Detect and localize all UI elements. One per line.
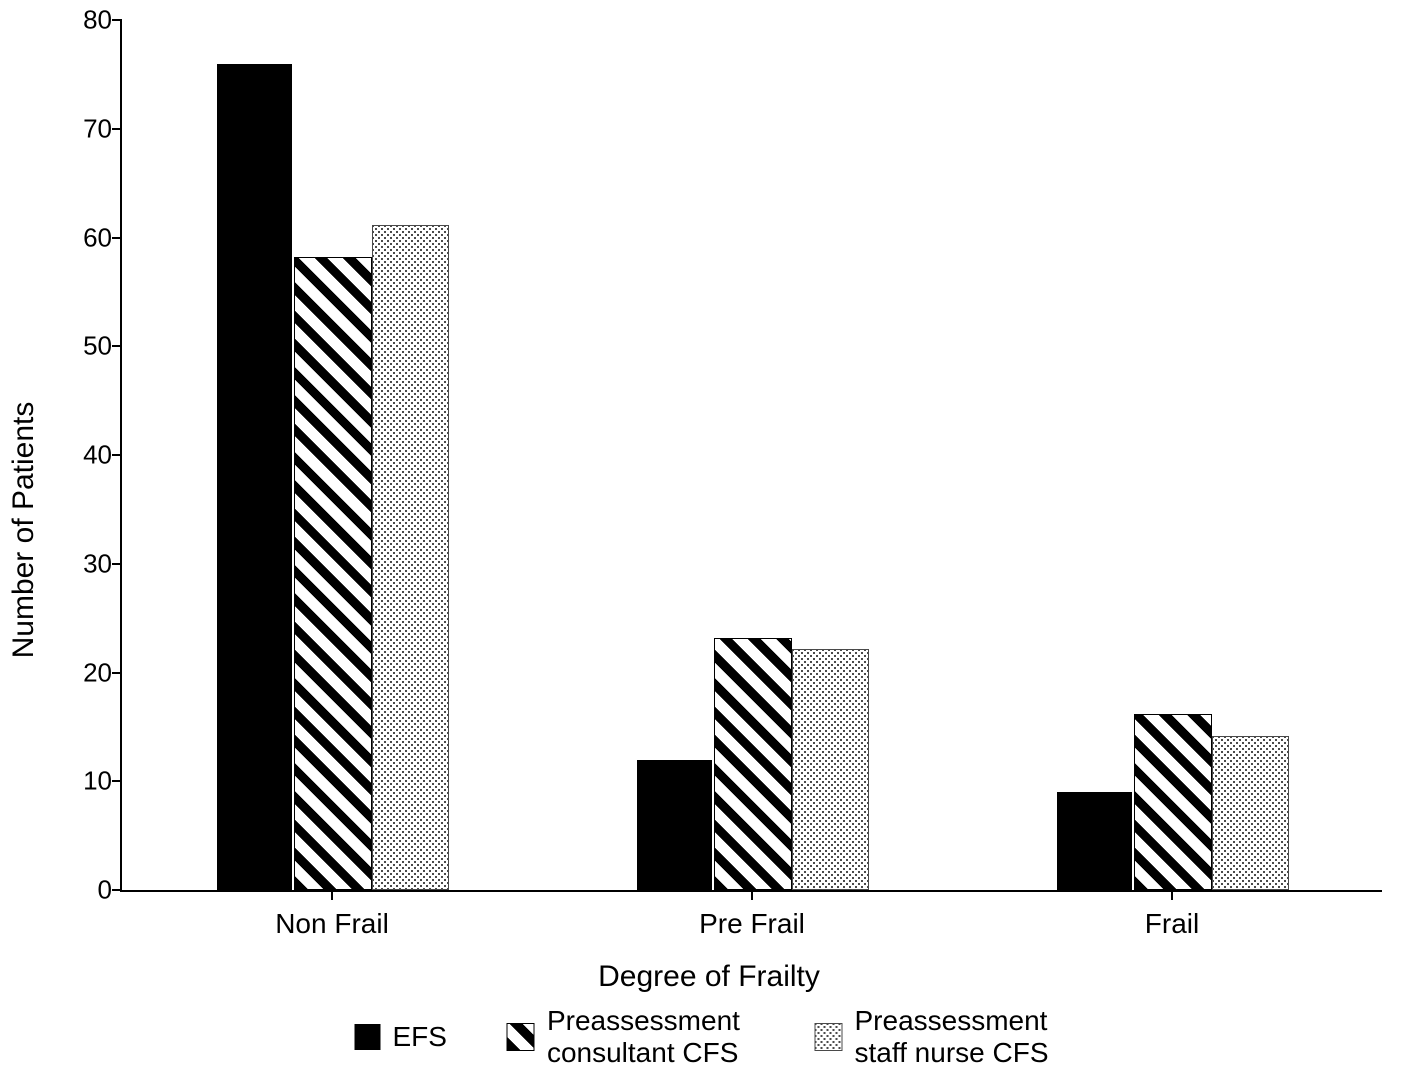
x-tick-label: Pre Frail (699, 908, 805, 940)
x-tick-label: Frail (1145, 908, 1199, 940)
bar (1134, 714, 1212, 890)
frailty-bar-chart: Number of Patients 01020304050607080Non … (0, 0, 1418, 1060)
y-tick-label: 60 (83, 222, 112, 253)
bar (637, 760, 713, 891)
x-tick-label: Non Frail (275, 908, 389, 940)
x-tick-mark (751, 890, 753, 900)
bar (294, 257, 372, 890)
y-tick-label: 40 (83, 440, 112, 471)
x-tick-mark (331, 890, 333, 900)
y-tick-mark (112, 128, 122, 130)
y-tick-mark (112, 345, 122, 347)
y-tick-label: 80 (83, 5, 112, 36)
y-tick-mark (112, 889, 122, 891)
y-tick-mark (112, 780, 122, 782)
y-tick-label: 70 (83, 113, 112, 144)
y-tick-label: 50 (83, 331, 112, 362)
legend-swatch (815, 1023, 843, 1051)
legend-label: EFS (393, 1021, 447, 1053)
y-tick-mark (112, 454, 122, 456)
legend-label: Preassessment consultant CFS (547, 1005, 755, 1069)
y-tick-mark (112, 19, 122, 21)
x-tick-mark (1171, 890, 1173, 900)
legend-item: EFS (355, 1021, 447, 1053)
y-tick-label: 0 (98, 875, 112, 906)
bar (217, 64, 293, 891)
legend-swatch (355, 1024, 381, 1050)
bar (1212, 736, 1290, 890)
plot-area: 01020304050607080Non FrailPre FrailFrail (120, 20, 1382, 892)
bar (372, 225, 450, 890)
y-tick-label: 30 (83, 548, 112, 579)
y-tick-mark (112, 563, 122, 565)
y-tick-mark (112, 237, 122, 239)
legend-swatch (507, 1023, 535, 1051)
y-tick-label: 10 (83, 766, 112, 797)
y-tick-label: 20 (83, 657, 112, 688)
x-axis-title: Degree of Frailty (598, 960, 820, 994)
legend-item: Preassessment staff nurse CFS (815, 1005, 1064, 1069)
bar (714, 638, 792, 890)
y-tick-mark (112, 672, 122, 674)
legend-label: Preassessment staff nurse CFS (855, 1005, 1064, 1069)
bar (1057, 792, 1133, 890)
y-axis-title: Number of Patients (7, 402, 41, 659)
chart-legend: EFS Preassessment consultant CFS Preassess… (355, 1005, 1064, 1069)
legend-item: Preassessment consultant CFS (507, 1005, 755, 1069)
bar (792, 649, 870, 890)
